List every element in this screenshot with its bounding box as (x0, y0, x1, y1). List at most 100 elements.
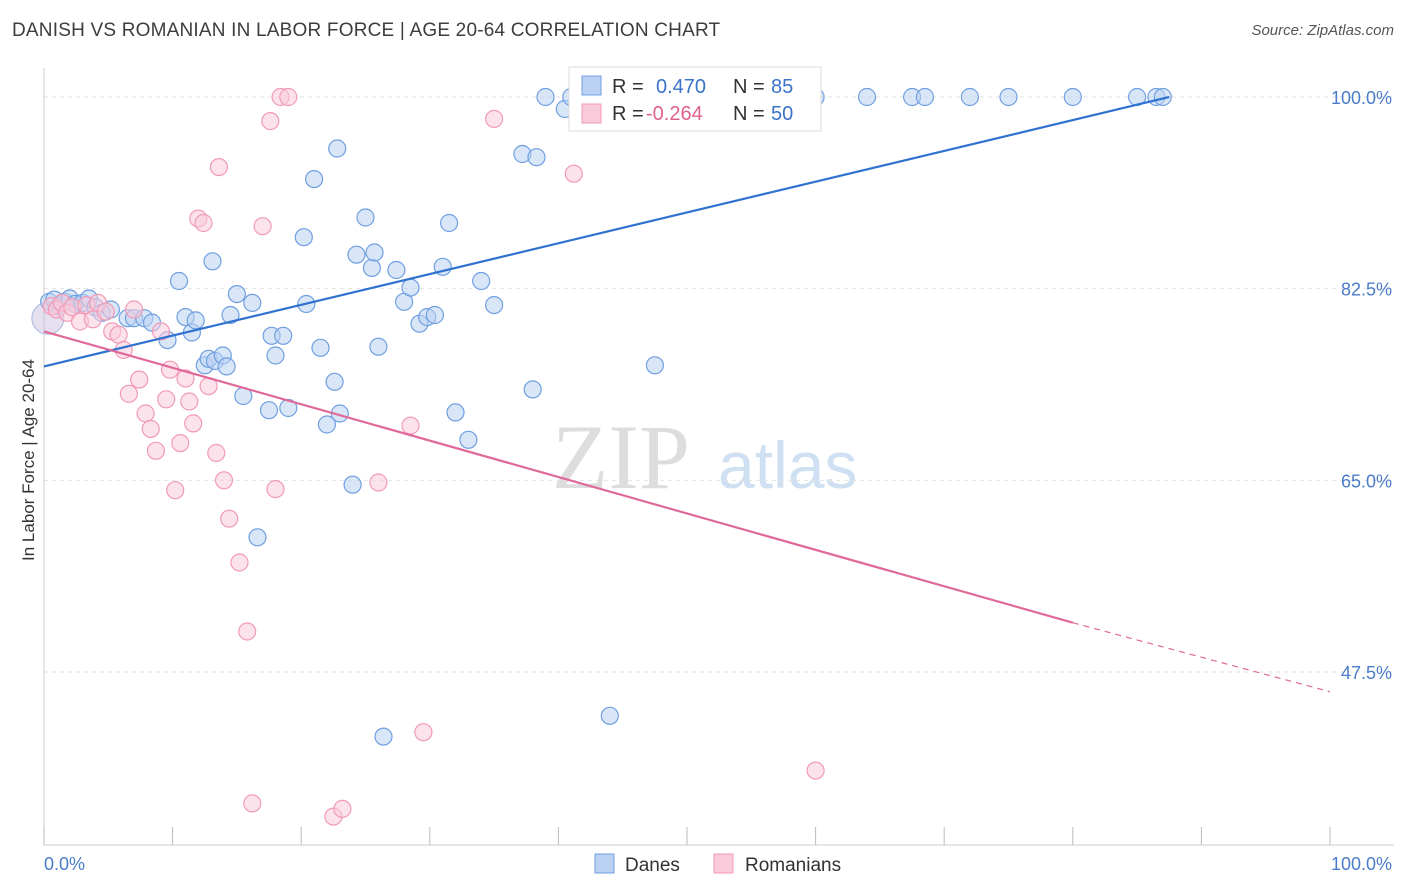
dane-point-81 (1063, 87, 1082, 107)
dane-point-38 (305, 170, 324, 189)
legend-r-label-danes: R = (612, 76, 644, 98)
dane-point-19 (186, 311, 205, 330)
romanians-points (42, 87, 825, 826)
dane-point-56 (425, 305, 444, 325)
dane-point-66 (536, 87, 555, 107)
romanian-point-25 (180, 392, 199, 411)
dane-point-49 (369, 337, 388, 356)
dane-point-22 (203, 252, 222, 271)
stats-legend: R = 0.470 N = 85 R = -0.264 N = 50 (568, 66, 822, 132)
dane-point-31 (259, 401, 279, 420)
romanian-point-19 (151, 322, 171, 341)
romanian-point-36 (243, 794, 262, 813)
dane-point-42 (328, 139, 347, 158)
bottom-legend-swatch-danes (594, 853, 615, 874)
dane-point-53 (401, 278, 420, 297)
romanian-point-34 (230, 553, 249, 572)
x-tick-label-0: 0.0% (44, 854, 85, 874)
dane-point-50 (374, 727, 393, 746)
romanian-point-41 (279, 87, 298, 107)
romanian-point-32 (214, 471, 234, 490)
dane-point-25 (217, 357, 236, 376)
dane-point-36 (294, 228, 313, 247)
legend-swatch-danes (581, 75, 602, 96)
romanian-point-18 (146, 441, 165, 460)
y-tick-label-0: 47.5% (1341, 663, 1392, 683)
legend-swatch-romanians (581, 103, 602, 124)
x-tick-labels: 0.0% 100.0% (44, 854, 1392, 874)
dane-point-39 (311, 338, 330, 357)
dane-point-65 (527, 148, 546, 167)
dane-point-30 (248, 528, 267, 547)
dane-point-45 (347, 245, 366, 264)
watermark-atlas: atlas (718, 428, 857, 502)
legend-n-danes: 85 (771, 76, 793, 98)
romanian-point-17 (141, 419, 160, 438)
bottom-legend-romanians: Romanians (745, 855, 841, 876)
dane-point-76 (857, 87, 877, 107)
watermark-zip: ZIP (552, 406, 690, 508)
bottom-legend-swatch-romanians (713, 853, 734, 874)
romanian-point-11 (109, 325, 128, 344)
dane-point-44 (343, 475, 362, 494)
romanian-point-31 (209, 158, 228, 177)
dane-point-16 (169, 271, 189, 291)
romanian-point-16 (136, 404, 155, 423)
romanian-point-30 (207, 443, 226, 463)
romanian-point-22 (166, 481, 185, 500)
legend-r-danes: 0.470 (656, 76, 706, 98)
romanian-point-14 (124, 300, 144, 319)
romanian-point-28 (194, 213, 213, 233)
dane-point-48 (365, 243, 384, 262)
dane-point-40 (317, 415, 336, 434)
romanian-point-23 (171, 434, 190, 453)
romanian-point-13 (119, 384, 138, 403)
dane-point-80 (999, 87, 1018, 107)
romanian-point-35 (238, 622, 257, 641)
romanian-point-37 (253, 217, 272, 236)
romanian-point-47 (485, 109, 504, 129)
dane-point-61 (472, 271, 491, 291)
romanian-point-49 (806, 761, 825, 780)
dane-trend-line (43, 95, 1170, 368)
romanian-point-15 (130, 370, 149, 389)
dane-point-59 (446, 403, 465, 422)
dane-point-41 (325, 372, 344, 391)
romanian-point-24 (176, 369, 195, 388)
dane-point-46 (356, 208, 375, 227)
romanian-point-44 (369, 473, 388, 492)
y-tick-labels: 47.5% 65.0% 82.5% 100.0% (1331, 88, 1392, 683)
dane-point-71 (645, 356, 665, 375)
romanian-point-48 (564, 164, 583, 183)
dane-point-84 (1153, 87, 1172, 107)
x-tick-label-1: 100.0% (1331, 854, 1392, 874)
dane-point-78 (915, 87, 935, 107)
series-legend: Danes Romanians (594, 853, 841, 876)
romanian-trend-extension (1072, 622, 1331, 693)
legend-r-label-romanians: R = (612, 103, 644, 125)
dane-point-62 (485, 296, 504, 315)
dane-point-70 (600, 706, 619, 725)
dane-point-47 (362, 258, 381, 277)
romanian-trend-line (43, 330, 1074, 624)
dane-point-29 (243, 293, 262, 312)
dane-point-58 (440, 213, 459, 233)
y-axis-label: In Labor Force | Age 20-64 (19, 359, 38, 561)
romanian-point-46 (414, 723, 433, 742)
legend-n-romanians: 50 (771, 103, 793, 125)
y-tick-label-1: 65.0% (1341, 471, 1392, 491)
dane-point-79 (960, 87, 980, 107)
gridlines (44, 96, 1394, 673)
y-tick-label-3: 100.0% (1331, 88, 1392, 108)
dane-point-34 (274, 326, 293, 345)
trend-lines (43, 95, 1331, 693)
y-tick-label-2: 82.5% (1341, 280, 1392, 300)
axes (43, 68, 1394, 846)
romanian-point-43 (333, 799, 352, 819)
romanian-point-26 (184, 414, 203, 433)
dane-point-33 (266, 346, 285, 365)
legend-r-romanians: -0.264 (646, 103, 703, 125)
romanian-point-33 (220, 509, 239, 528)
romanian-point-38 (261, 111, 280, 131)
